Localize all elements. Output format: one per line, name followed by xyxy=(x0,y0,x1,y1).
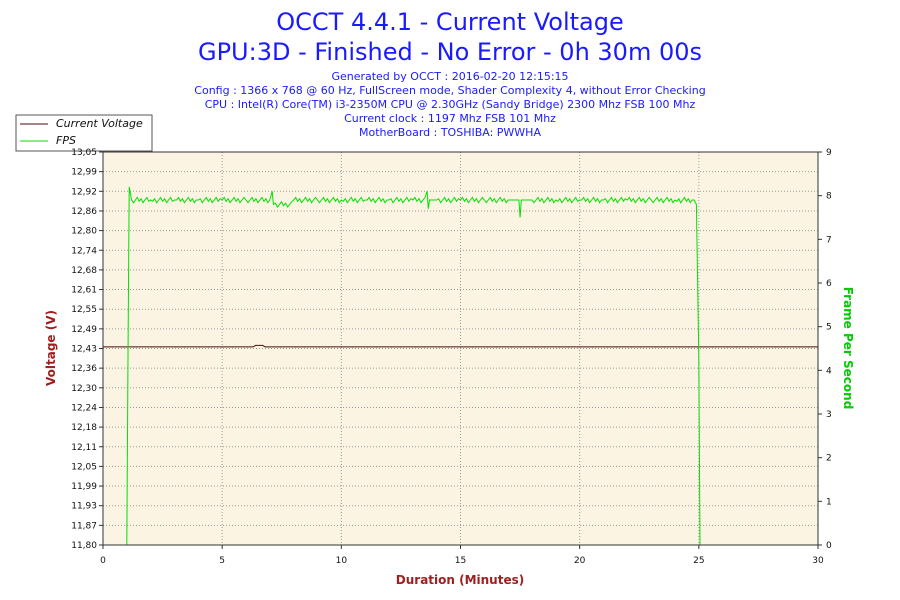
x-tick-label: 20 xyxy=(574,556,586,566)
y-tick-label: 12,30 xyxy=(71,384,97,394)
legend-label-fps: FPS xyxy=(56,134,76,147)
legend: Current Voltage FPS xyxy=(15,114,153,152)
y-tick-label: 12,11 xyxy=(71,443,97,453)
y-tick-label: 12,18 xyxy=(71,423,97,433)
info-generated: Generated by OCCT : 2016-02-20 12:15:15 xyxy=(331,70,568,83)
legend-box xyxy=(15,114,153,152)
y-tick-label: 11,93 xyxy=(71,502,97,512)
y2-axis-label: Frame Per Second xyxy=(841,287,855,410)
y-tick-label: 12,05 xyxy=(71,462,97,472)
x-tick-label: 25 xyxy=(693,556,704,566)
y2-tick-label: 5 xyxy=(826,323,832,333)
y-tick-label: 12,61 xyxy=(71,286,97,296)
y2-tick-label: 7 xyxy=(826,235,832,245)
x-tick-label: 0 xyxy=(100,556,106,566)
x-tick-label: 5 xyxy=(219,556,225,566)
y2-tick-label: 2 xyxy=(826,454,832,464)
y2-tick-label: 6 xyxy=(826,279,832,289)
plot-frame xyxy=(102,151,819,546)
x-tick-label: 10 xyxy=(336,556,348,566)
y-tick-label: 12,55 xyxy=(71,305,97,315)
y-tick-label: 11,99 xyxy=(71,482,97,492)
y-tick-label: 11,87 xyxy=(71,521,97,531)
x-axis-label: Duration (Minutes) xyxy=(396,573,524,587)
y-tick-label: 11,80 xyxy=(71,541,97,551)
info-cpu: CPU : Intel(R) Core(TM) i3-2350M CPU @ 2… xyxy=(205,98,696,111)
info-config: Config : 1366 x 768 @ 60 Hz, FullScreen … xyxy=(194,84,705,97)
y2-tick-label: 3 xyxy=(826,410,832,420)
y-tick-label: 12,43 xyxy=(71,345,97,355)
info-clock: Current clock : 1197 Mhz FSB 101 Mhz xyxy=(344,112,556,125)
y-axis-label: Voltage (V) xyxy=(44,310,58,386)
y2-tick-label: 8 xyxy=(826,192,832,202)
x-tick-label: 15 xyxy=(455,556,466,566)
y-tick-label: 12,74 xyxy=(71,246,97,256)
chart-title: OCCT 4.4.1 - Current Voltage xyxy=(276,8,623,36)
y-tick-label: 12,80 xyxy=(71,227,97,237)
legend-label-voltage: Current Voltage xyxy=(56,117,143,130)
grid xyxy=(99,151,822,549)
series xyxy=(103,186,818,546)
chart-subtitle: GPU:3D - Finished - No Error - 0h 30m 00… xyxy=(198,38,702,66)
y-tick-label: 13,05 xyxy=(71,148,97,158)
y-tick-label: 12,49 xyxy=(71,325,97,335)
x-tick-label: 30 xyxy=(812,556,824,566)
y-tick-label: 12,92 xyxy=(71,187,97,197)
y-tick-label: 12,36 xyxy=(71,364,97,374)
y2-tick-label: 4 xyxy=(826,366,832,376)
y-tick-label: 12,86 xyxy=(71,207,97,217)
series-line-current-voltage xyxy=(103,344,818,348)
series-line-fps xyxy=(126,186,701,546)
y-tick-label: 12,99 xyxy=(71,168,97,178)
y2-tick-label: 9 xyxy=(826,148,832,158)
y-tick-label: 12,24 xyxy=(71,403,97,413)
info-motherboard: MotherBoard : TOSHIBA: PWWHA xyxy=(359,126,541,139)
y2-tick-label: 0 xyxy=(826,541,832,551)
y2-tick-label: 1 xyxy=(826,497,832,507)
y-tick-label: 12,68 xyxy=(71,266,97,276)
tick-labels: 0 5 10 15 20 25 3011,8011,8711,9311,9912,0512,… xyxy=(71,148,832,566)
